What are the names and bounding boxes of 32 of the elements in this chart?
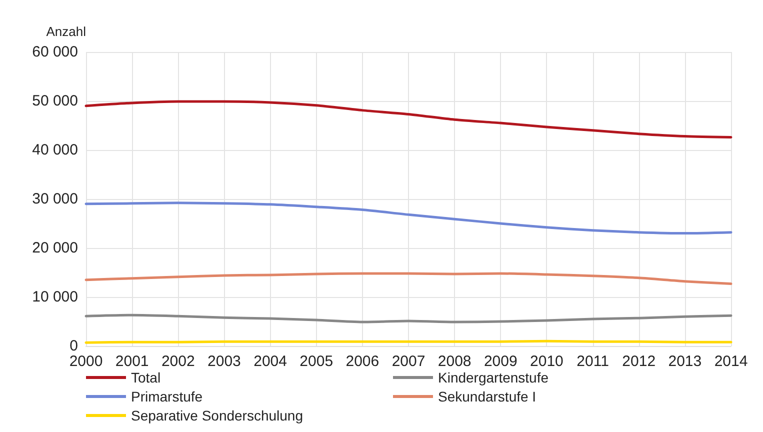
x-tick-label: 2014 (714, 353, 748, 370)
x-tick-label: 2006 (346, 353, 380, 370)
x-tick-label: 2002 (161, 353, 195, 370)
legend-label: Kindergartenstufe (438, 370, 549, 386)
y-tick-label: 40 000 (32, 142, 78, 158)
y-tick-label: 60 000 (32, 44, 78, 60)
x-tick-label: 2009 (484, 353, 518, 370)
y-tick-label: 30 000 (32, 190, 78, 208)
x-tick-label: 2004 (254, 353, 287, 370)
x-tick-label: 2000 (69, 353, 103, 370)
line-series (84, 272, 732, 286)
x-tick-label: 2001 (115, 353, 149, 370)
x-tick-label: 2005 (300, 353, 334, 370)
legend-label: Sekundarstufe I (438, 388, 536, 404)
x-tick-label: 2011 (576, 353, 609, 370)
y-axis-title: Anzahl (46, 24, 86, 39)
y-tick-label: 50 000 (32, 92, 78, 110)
x-tick-label: 2010 (530, 353, 564, 370)
legend-label: Total (131, 370, 161, 386)
y-tick-label: 0 (70, 338, 78, 354)
line-series (84, 202, 732, 235)
line-series (84, 100, 732, 139)
x-tick-label: 2012 (622, 353, 656, 370)
x-tick-label: 2008 (438, 353, 472, 370)
y-tick-label: 10 000 (32, 288, 78, 306)
legend-label: Primarstufe (131, 388, 203, 404)
x-tick-label: 2013 (668, 353, 702, 370)
x-tick-label: 2003 (208, 353, 241, 370)
line-series (84, 314, 732, 324)
legend-label: Separative Sonderschulung (131, 408, 304, 424)
x-tick-label: 2007 (392, 353, 426, 370)
y-tick-label: 20 000 (32, 240, 78, 256)
